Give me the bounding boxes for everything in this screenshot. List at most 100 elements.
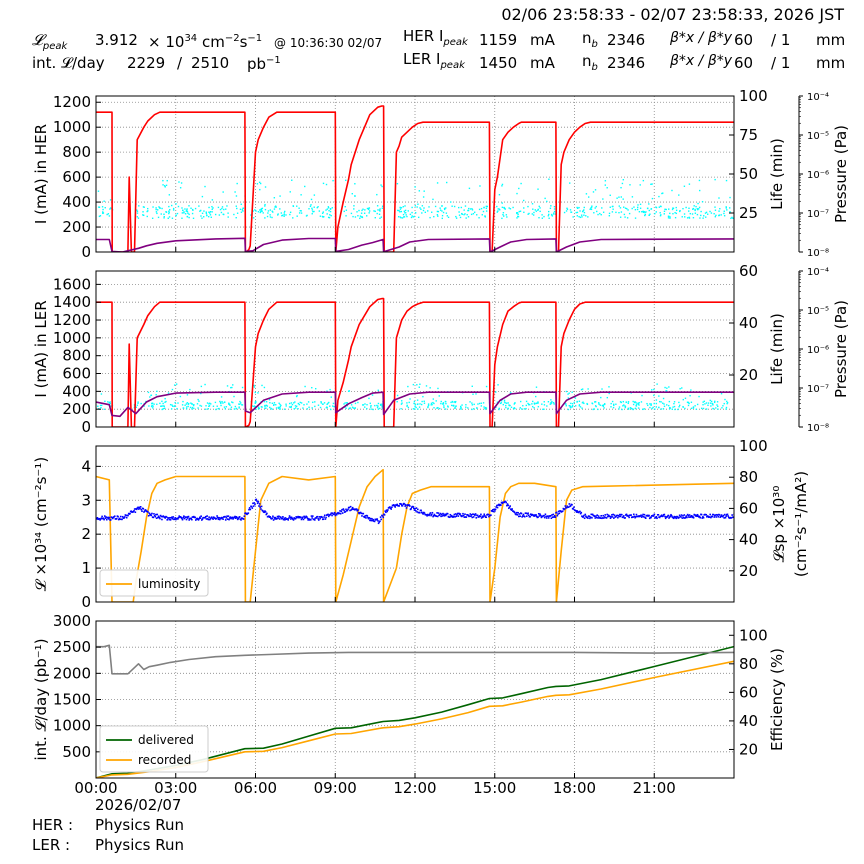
specific-lum-point (454, 513, 457, 515)
lifetime-point (424, 211, 427, 213)
lifetime-point (472, 393, 474, 395)
y-tick-label: 3000 (53, 612, 91, 630)
lifetime-point (698, 206, 701, 209)
lifetime-point (600, 396, 602, 399)
specific-lum-point (149, 513, 152, 516)
specific-lum-point (459, 513, 462, 515)
lifetime-point (253, 405, 256, 407)
specific-lum-point (154, 515, 157, 518)
lifetime-point (280, 404, 282, 407)
lifetime-point (698, 189, 701, 192)
y-tick-label: 400 (62, 193, 91, 211)
lifetime-point (461, 212, 463, 215)
specific-lum-point (495, 506, 498, 508)
lifetime-point (439, 209, 442, 211)
specific-lum-point (667, 514, 670, 517)
specific-lum-point (593, 515, 596, 518)
specific-lum-point (678, 516, 680, 519)
lifetime-point (416, 384, 418, 386)
specific-lum-point (644, 517, 647, 519)
specific-lum-point (318, 516, 321, 518)
lifetime-point (674, 408, 676, 411)
lifetime-point (639, 184, 641, 186)
lifetime-point (188, 402, 190, 405)
specific-lum-point (604, 514, 607, 516)
specific-lum-point (237, 517, 240, 520)
specific-lum-point (333, 511, 336, 514)
lifetime-point (239, 400, 241, 403)
lifetime-point (678, 194, 680, 196)
y-tick-label: 800 (62, 143, 91, 161)
specific-lum-point (181, 517, 183, 520)
specific-lum-point (273, 516, 276, 519)
specific-lum-point (281, 517, 284, 520)
lifetime-point (664, 208, 666, 210)
lifetime-point (173, 405, 175, 408)
lifetime-point (275, 407, 278, 409)
lifetime-point (326, 403, 328, 406)
lifetime-point (509, 392, 512, 394)
specific-lum-point (429, 512, 432, 514)
lifetime-point (441, 217, 443, 220)
specific-lum-point (234, 515, 236, 518)
lifetime-point (565, 405, 567, 407)
lifetime-point (692, 407, 695, 409)
lifetime-point (484, 216, 487, 218)
specific-lum-point (601, 517, 604, 519)
lifetime-point (528, 403, 531, 406)
specific-lum-point (371, 517, 373, 520)
lifetime-point (103, 200, 105, 202)
lifetime-point (399, 216, 402, 218)
lifetime-point (714, 400, 716, 403)
lifetime-point (699, 217, 701, 219)
lifetime-point (654, 212, 656, 215)
lifetime-point (381, 403, 383, 405)
lifetime-point (298, 212, 301, 214)
lifetime-point (192, 404, 195, 407)
specific-lum-point (302, 516, 304, 519)
lifetime-point (380, 184, 382, 186)
lifetime-point (445, 212, 448, 214)
lifetime-point (229, 404, 231, 406)
specific-lum-point (510, 508, 512, 510)
specific-lum-point (205, 518, 208, 520)
plot-area (96, 105, 734, 252)
lifetime-point (194, 207, 197, 210)
specific-lum-point (191, 518, 193, 521)
specific-lum-point (282, 516, 284, 518)
lifetime-point (216, 405, 218, 407)
specific-lum-point (640, 514, 642, 517)
lifetime-point (682, 406, 684, 408)
lifetime-point (472, 213, 475, 215)
lifetime-point (219, 400, 221, 403)
specific-lum-point (363, 516, 366, 519)
lifetime-point (227, 212, 229, 214)
lifetime-point (606, 187, 608, 189)
her-beta-y: / 1 (771, 31, 791, 49)
lifetime-point (525, 400, 528, 403)
lifetime-point (496, 205, 498, 208)
specific-lum-point (362, 512, 365, 515)
specific-lum-point (727, 515, 729, 517)
specific-lum-point (516, 511, 518, 514)
specific-lum-point (572, 508, 575, 510)
lifetime-point (458, 211, 460, 213)
specific-lum-point (104, 517, 107, 519)
lifetime-point (569, 406, 571, 408)
lifetime-point (583, 402, 585, 405)
lifetime-point (288, 402, 291, 405)
lifetime-point (723, 212, 725, 215)
specific-lum-point (687, 514, 690, 517)
lifetime-point (565, 390, 568, 393)
specific-lum-point (691, 516, 694, 519)
lifetime-point (168, 216, 171, 218)
specific-lum-point (561, 510, 564, 513)
specific-lum-point (295, 516, 297, 518)
lifetime-point (612, 208, 614, 210)
lifetime-point (610, 402, 612, 405)
lifetime-point (310, 198, 313, 201)
lifetime-point (409, 398, 411, 400)
specific-lum-point (609, 517, 612, 519)
specific-lum-point (602, 514, 605, 517)
lifetime-point (161, 400, 163, 403)
